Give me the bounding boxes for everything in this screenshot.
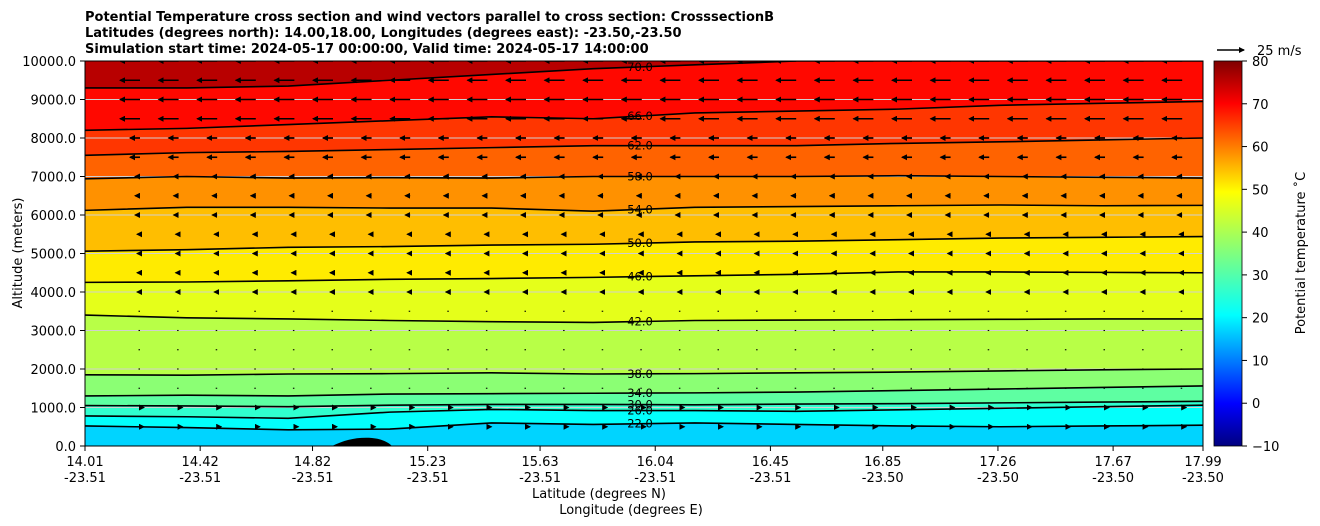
quiver-key: 25 m/s xyxy=(1217,44,1302,59)
y-tick-label: 6000.0 xyxy=(31,209,77,224)
contour-line xyxy=(85,314,1203,324)
contour-label: 34.0 xyxy=(627,386,653,400)
contour-line xyxy=(85,422,1203,431)
colorbar-gradient xyxy=(1213,60,1243,447)
y-tick-label: 1000.0 xyxy=(31,402,77,417)
x-tick-label-lon: -23.50 xyxy=(1182,471,1224,486)
contour-label: 58.0 xyxy=(627,170,653,184)
contour-lines: 22.026.030.034.0 38.0 42.0 46.0 50.0 54.0 58.0… xyxy=(85,60,1203,431)
x-tick-label-lat: 16.85 xyxy=(864,455,901,470)
contour-label: 70.0 xyxy=(627,60,653,74)
contour-label: 54.0 xyxy=(627,202,653,216)
x-tick-label-lon: -23.51 xyxy=(519,471,561,486)
x-tick-label-lon: -23.51 xyxy=(64,471,106,486)
colorbar-label: Potential temperature ˚C xyxy=(1293,172,1309,335)
x-tick-label-lat: 16.04 xyxy=(637,455,674,470)
y-tick-label: 4000.0 xyxy=(31,286,77,301)
y-tick-label: 10000.0 xyxy=(22,55,76,70)
y-tick-label: 3000.0 xyxy=(31,325,77,340)
colorbar-tick-label: 10 xyxy=(1252,354,1269,369)
y-tick-label: 0.0 xyxy=(55,440,76,455)
chart-title-line-2: Latitudes (degrees north): 14.00,18.00, … xyxy=(85,26,682,41)
x-axis: 14.01-23.5114.42-23.5114.82-23.5115.23-2… xyxy=(64,446,1224,486)
colorbar: 80 70 60 50 40 30 20 10 0 −10 xyxy=(1213,55,1279,455)
x-tick-label-lon: -23.51 xyxy=(749,471,791,486)
contour-label: 50.0 xyxy=(627,236,653,250)
colorbar-tick-label: 0 xyxy=(1252,397,1260,412)
contour-line xyxy=(85,100,1203,132)
x-tick-label-lat: 15.23 xyxy=(409,455,446,470)
y-tick-label: 8000.0 xyxy=(31,132,77,147)
contour-line xyxy=(85,404,1203,420)
y-tick-label: 5000.0 xyxy=(31,248,77,263)
x-tick-label-lat: 17.26 xyxy=(979,455,1016,470)
quiver-key-label: 25 m/s xyxy=(1257,44,1302,59)
chart-title-line-3: Simulation start time: 2024-05-17 00:00:… xyxy=(85,42,649,57)
x-tick-label-lat: 15.63 xyxy=(521,455,558,470)
colorbar-tick-label: 40 xyxy=(1252,226,1269,241)
contour-line xyxy=(85,61,1203,89)
x-axis-label-longitude: Longitude (degrees E) xyxy=(559,503,703,518)
colorbar-tick-label: −10 xyxy=(1252,440,1279,455)
terrain-hill xyxy=(332,437,392,446)
contour-label: 46.0 xyxy=(627,270,653,284)
x-tick-label-lon: -23.50 xyxy=(862,471,904,486)
colorbar-tick-label: 60 xyxy=(1252,141,1269,156)
colorbar-tick-label: 30 xyxy=(1252,269,1269,284)
contour-line xyxy=(85,137,1203,157)
x-tick-label-lon: -23.51 xyxy=(407,471,449,486)
contour-line xyxy=(85,174,1203,180)
contour-line xyxy=(85,400,1203,408)
x-tick-label-lon: -23.50 xyxy=(1092,471,1134,486)
contour-label: 22.0 xyxy=(627,417,653,431)
contour-line xyxy=(85,235,1203,252)
contour-label: 66.0 xyxy=(627,109,653,123)
colorbar-tick-label: 80 xyxy=(1252,55,1269,70)
x-tick-label-lat: 14.42 xyxy=(182,455,219,470)
colorbar-tick-label: 50 xyxy=(1252,183,1269,198)
x-tick-label-lat: 17.99 xyxy=(1184,455,1221,470)
x-tick-label-lon: -23.51 xyxy=(179,471,221,486)
x-tick-label-lat: 16.45 xyxy=(752,455,789,470)
x-tick-label-lon: -23.50 xyxy=(977,471,1019,486)
x-tick-label-lat: 17.67 xyxy=(1095,455,1132,470)
contour-line xyxy=(85,385,1203,397)
x-tick-label-lat: 14.82 xyxy=(294,455,331,470)
y-axis: 0.0 1000.0 2000.0 3000.0 4000.0 5000.0 6000.0 7… xyxy=(22,55,85,455)
x-tick-label-lon: -23.51 xyxy=(292,471,334,486)
contour-line xyxy=(85,204,1203,212)
contour-label: 26.0 xyxy=(627,404,653,418)
chart-title-line-1: Potential Temperature cross section and … xyxy=(85,10,774,25)
x-axis-label-latitude: Latitude (degrees N) xyxy=(532,487,666,502)
y-axis-label: Altitude (meters) xyxy=(11,198,26,309)
contour-line xyxy=(85,368,1203,376)
y-tick-label: 2000.0 xyxy=(31,363,77,378)
colorbar-tick-label: 20 xyxy=(1252,312,1269,327)
contour-label: 42.0 xyxy=(627,315,653,329)
colorbar-tick-label: 70 xyxy=(1252,98,1269,113)
y-tick-label: 9000.0 xyxy=(31,94,77,109)
x-tick-label-lon: -23.51 xyxy=(634,471,676,486)
contour-label: 30.0 xyxy=(627,398,653,412)
contour-label: 38.0 xyxy=(627,367,653,381)
contour-label: 62.0 xyxy=(627,139,653,153)
y-tick-label: 7000.0 xyxy=(31,171,77,186)
contour-line xyxy=(85,271,1203,284)
x-tick-label-lat: 14.01 xyxy=(66,455,103,470)
